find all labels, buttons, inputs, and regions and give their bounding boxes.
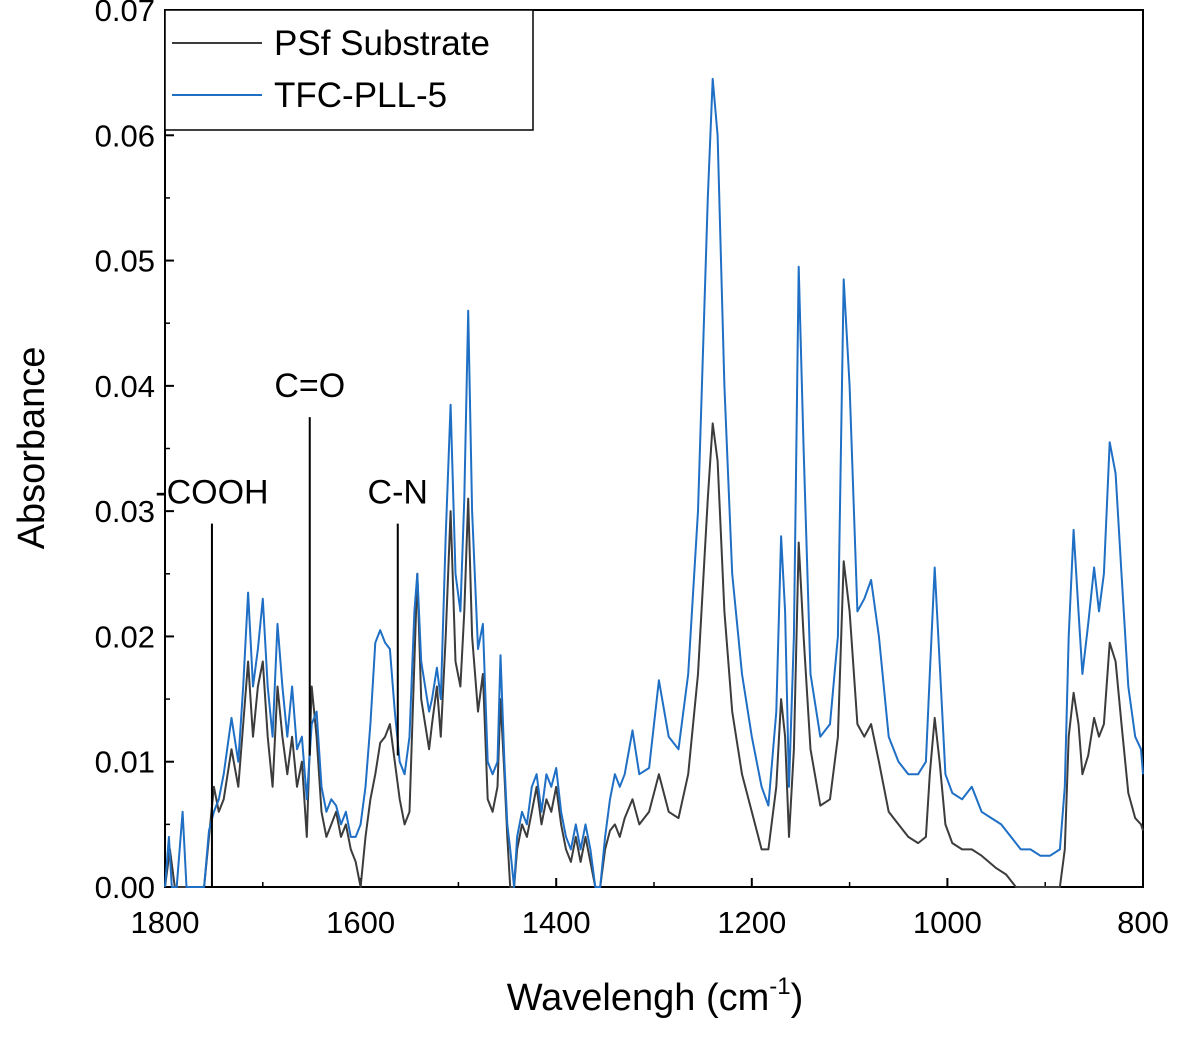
legend-label-psf-substrate: PSf Substrate [274,24,490,63]
y-tick-label: 0.07 [95,0,155,28]
legend: PSf Substrate TFC-PLL-5 [164,9,534,131]
y-tick-label: 0.05 [95,244,155,279]
annotation-layer: -COOH C=O C-N [155,367,428,887]
x-axis-title-close: ) [791,977,804,1019]
x-axis-title-superscript: -1 [769,973,790,1000]
x-tick-label: 800 [1117,905,1169,940]
x-tick-label: 1400 [522,905,591,940]
x-axis: 1800 1600 1400 1200 1000 800 [131,878,1169,940]
y-tick-label: 0.03 [95,494,155,529]
y-axis: 0.00 0.01 0.02 0.03 0.04 0.05 0.06 0.07 [95,0,174,905]
y-tick-label: 0.00 [95,870,155,905]
annotation-label-cooh: -COOH [155,474,268,512]
legend-label-tfc-pll-5: TFC-PLL-5 [274,76,447,115]
x-tick-label: 1600 [326,905,395,940]
legend-box [164,9,534,131]
series-layer [164,77,1144,888]
y-axis-title: Absorbance [11,347,53,550]
series-line-psf-substrate [164,422,1144,888]
x-tick-label: 1800 [131,905,200,940]
y-tick-label: 0.06 [95,118,155,153]
x-axis-title-main: Wavelengh (cm [507,977,770,1019]
annotation-label-c-o: C=O [274,367,345,405]
x-axis-title: Wavelengh (cm-1) [507,973,804,1019]
y-tick-label: 0.04 [95,369,155,404]
annotation-label-c-n: C-N [368,474,428,512]
y-tick-label: 0.02 [95,619,155,654]
series-line-tfc-pll-5 [164,77,1144,888]
x-tick-label: 1000 [913,905,982,940]
x-tick-label: 1200 [717,905,786,940]
y-tick-label: 0.01 [95,745,155,780]
plot-frame [164,9,1144,888]
